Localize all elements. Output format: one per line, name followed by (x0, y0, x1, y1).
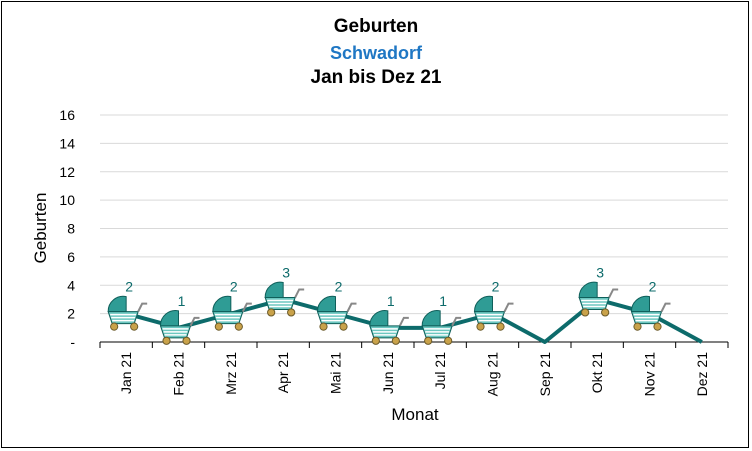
y-tick-label: - (70, 334, 75, 350)
series-line-path (125, 297, 703, 344)
x-tick-label: Apr 21 (275, 352, 291, 393)
y-tick-label: 14 (59, 135, 75, 151)
data-labels: 2 1 2 3 2 1 1 2 3 2 (125, 264, 656, 308)
x-tick-label: Jul 21 (432, 352, 448, 390)
y-axis-ticks: - 2 4 6 8 10 12 14 16 (59, 107, 75, 350)
x-axis: Jan 21 Feb 21 Mrz 21 Apr 21 Mai 21 Jun 21 Jul … (99, 341, 729, 397)
data-label: 1 (178, 293, 186, 309)
x-tick-label: Feb 21 (171, 352, 187, 396)
series-line (125, 297, 703, 344)
baby-carriage-icon (264, 281, 306, 318)
y-tick-label: 16 (59, 107, 75, 123)
data-label: 2 (492, 279, 500, 295)
data-label: 3 (596, 264, 604, 280)
data-label: 3 (282, 264, 290, 280)
y-axis-label: Geburten (31, 193, 50, 264)
chart-title: Geburten (333, 16, 419, 37)
data-label: 2 (335, 279, 343, 295)
y-tick-label: 10 (59, 192, 75, 208)
chart-date-range: Jan bis Dez 21 (310, 67, 442, 88)
baby-carriage-icon (421, 309, 463, 346)
x-tick-label: Dez 21 (694, 352, 710, 397)
y-tick-label: 12 (59, 164, 75, 180)
data-label: 1 (439, 293, 447, 309)
x-tick-label: Sep 21 (537, 352, 553, 397)
x-tick-label: Jun 21 (380, 352, 396, 394)
y-tick-label: 8 (67, 221, 75, 237)
data-label: 1 (387, 293, 395, 309)
chart-subtitle: Schwadorf (329, 43, 422, 63)
x-tick-label: Aug 21 (485, 352, 501, 397)
x-tick-label: Mai 21 (328, 352, 344, 394)
x-tick-label: Nov 21 (642, 352, 658, 397)
x-tick-label: Jan 21 (118, 352, 134, 394)
y-tick-label: 2 (67, 306, 75, 322)
x-tick-label: Okt 21 (589, 352, 605, 393)
data-label: 2 (230, 279, 238, 295)
data-label: 2 (649, 279, 657, 295)
y-tick-label: 6 (67, 249, 75, 265)
x-tick-label: Mrz 21 (223, 352, 239, 395)
x-axis-label: Monat (391, 405, 439, 424)
baby-carriage-icon (159, 309, 201, 346)
baby-carriage-icon (578, 281, 620, 318)
data-label: 2 (125, 279, 133, 295)
y-tick-label: 4 (67, 277, 75, 293)
